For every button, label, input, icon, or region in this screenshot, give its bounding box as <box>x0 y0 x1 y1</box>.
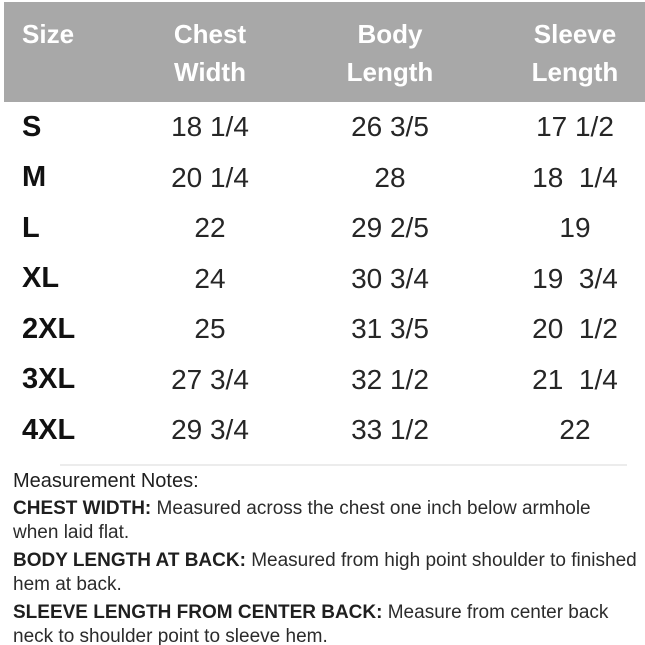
sleeve-length-cell: 17 1/2 <box>536 111 614 143</box>
column-header-body-length: Body Length <box>346 19 434 87</box>
chest-width-cell: 18 1/4 <box>171 111 249 143</box>
note-label: CHEST WIDTH: <box>13 498 152 519</box>
table-row: XL 24 30 3/4 19 3/4 <box>0 254 645 305</box>
sleeve-length-cell: 18 1/4 <box>532 161 618 193</box>
table-row: 2XL 25 31 3/5 20 1/2 <box>0 304 645 355</box>
size-cell: 3XL <box>22 363 76 396</box>
sleeve-length-cell: 19 <box>559 212 591 244</box>
size-cell: XL <box>22 262 60 295</box>
body-length-cell: 32 1/2 <box>351 363 429 395</box>
body-length-cell: 30 3/4 <box>351 262 429 294</box>
table-body: S 18 1/4 26 3/5 17 1/2 M 20 1/4 28 18 1/4 L 22 29 … <box>0 102 645 456</box>
sleeve-length-cell: 20 1/2 <box>532 313 618 345</box>
size-cell: 4XL <box>22 413 76 446</box>
column-header-size: Size <box>22 19 75 49</box>
notes-list: CHEST WIDTH: Measured across the chest o… <box>13 497 638 645</box>
note-item: CHEST WIDTH: Measured across the chest o… <box>13 497 638 545</box>
body-length-cell: 28 <box>374 161 406 193</box>
measurement-notes: Measurement Notes: CHEST WIDTH: Measured… <box>13 468 638 645</box>
chest-width-cell: 29 3/4 <box>171 414 249 446</box>
column-header-chest-width: Chest Width <box>173 19 247 87</box>
table-row: L 22 29 2/5 19 <box>0 203 645 254</box>
note-label: SLEEVE LENGTH FROM CENTER BACK: <box>13 602 383 623</box>
note-item: BODY LENGTH AT BACK: Measured from high … <box>13 549 638 597</box>
notes-divider <box>60 464 627 466</box>
note-label: BODY LENGTH AT BACK: <box>13 550 246 571</box>
sleeve-length-cell: 22 <box>559 414 591 446</box>
note-text: Measured from high point shoulder to fin… <box>13 550 637 595</box>
note-text: Measure from center back neck to shoulde… <box>13 602 609 645</box>
note-text: Measured across the chest one inch below… <box>13 498 591 543</box>
table-row: M 20 1/4 28 18 1/4 <box>0 153 645 204</box>
note-item: SLEEVE LENGTH FROM CENTER BACK: Measure … <box>13 601 638 645</box>
column-header-sleeve-length: Sleeve Length <box>531 19 619 87</box>
chest-width-cell: 20 1/4 <box>171 161 249 193</box>
sleeve-length-cell: 21 1/4 <box>532 363 618 395</box>
chest-width-cell: 27 3/4 <box>171 363 249 395</box>
table-row: S 18 1/4 26 3/5 17 1/2 <box>0 102 645 153</box>
chest-width-cell: 24 <box>194 262 226 294</box>
size-cell: L <box>22 211 40 244</box>
size-cell: 2XL <box>22 312 76 345</box>
notes-title: Measurement Notes: <box>13 470 199 492</box>
table-row: 3XL 27 3/4 32 1/2 21 1/4 <box>0 355 645 406</box>
size-cell: M <box>22 161 47 194</box>
table-header: Size Chest Width Body Length Sleeve Leng… <box>4 2 645 102</box>
chest-width-cell: 22 <box>194 212 226 244</box>
body-length-cell: 29 2/5 <box>351 212 429 244</box>
chest-width-cell: 25 <box>194 313 226 345</box>
body-length-cell: 33 1/2 <box>351 414 429 446</box>
body-length-cell: 26 3/5 <box>351 111 429 143</box>
body-length-cell: 31 3/5 <box>351 313 429 345</box>
sleeve-length-cell: 19 3/4 <box>532 262 618 294</box>
table-row: 4XL 29 3/4 33 1/2 22 <box>0 405 645 456</box>
size-cell: S <box>22 110 42 143</box>
